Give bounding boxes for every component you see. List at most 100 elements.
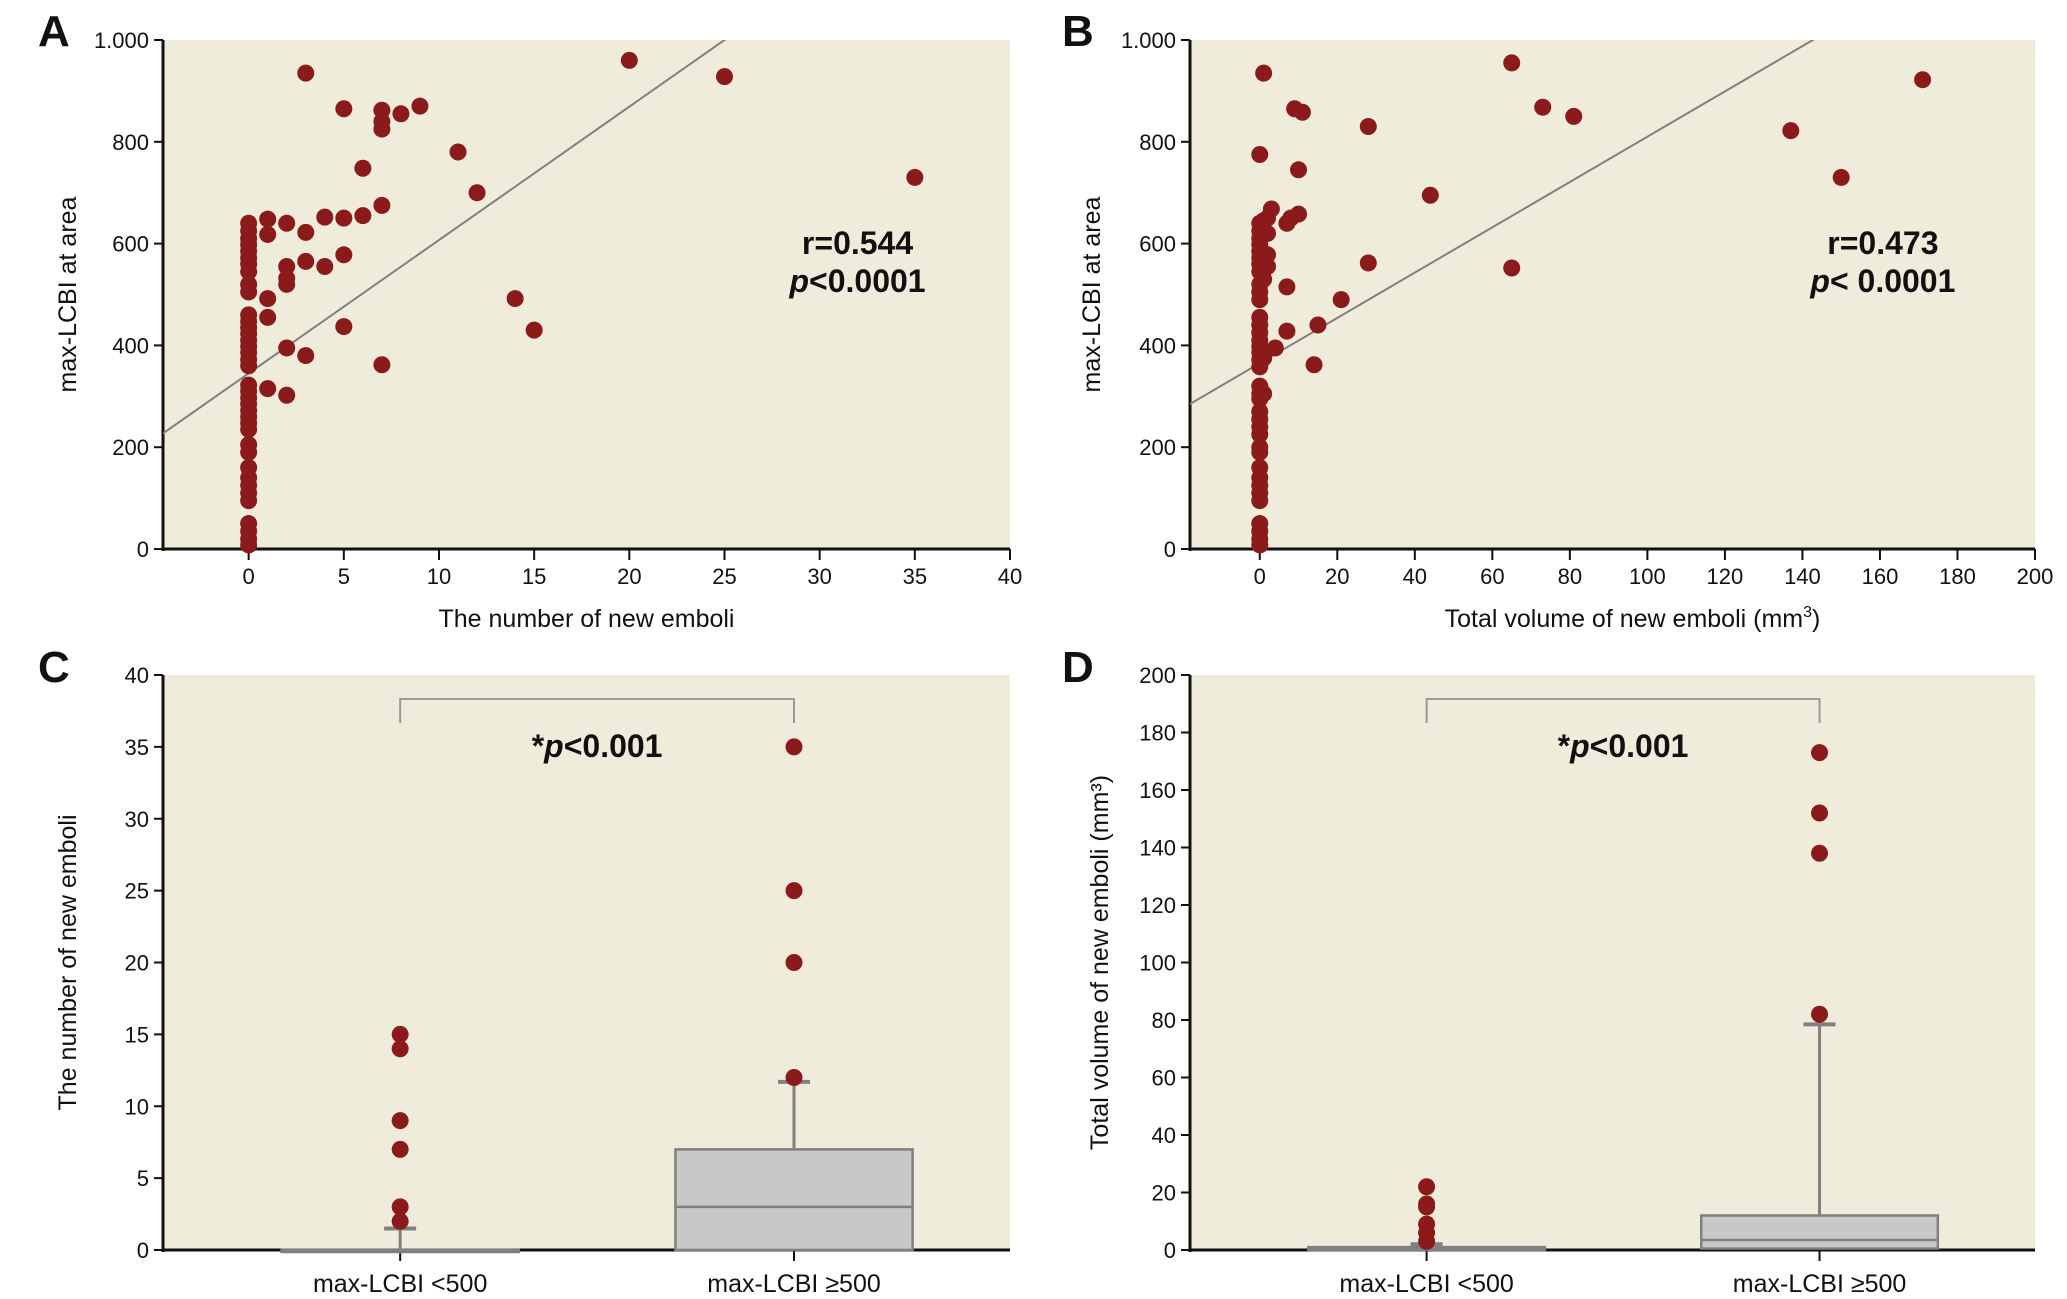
x-axis-title-sup: 3 <box>1803 604 1812 621</box>
category-label: max-LCBI ≥500 <box>1733 1270 1907 1298</box>
p-value: <0.001 <box>1590 728 1689 764</box>
y-tick-label: 0 <box>1164 537 1176 562</box>
data-point <box>1534 98 1552 116</box>
y-tick-label: 100 <box>1139 951 1176 976</box>
y-tick-label: 1.000 <box>94 28 149 53</box>
data-point <box>468 184 486 202</box>
significance-bracket <box>399 698 796 723</box>
r-annotation: r=0.544 <box>802 225 913 261</box>
plot-area <box>1190 675 2035 1250</box>
data-point <box>278 275 296 293</box>
x-tick-label: 15 <box>522 564 546 589</box>
outlier-point <box>1811 744 1829 762</box>
data-point <box>335 209 353 227</box>
box <box>674 1148 914 1252</box>
x-tick-label: 0 <box>243 564 255 589</box>
p-symbol: p <box>543 728 564 764</box>
data-point <box>1251 536 1269 554</box>
panel-c: C 0 5 10 15 20 25 30 35 40 The number of new embol… <box>38 643 1010 1298</box>
data-point <box>1503 54 1521 72</box>
data-point <box>1332 291 1350 309</box>
data-point <box>1305 356 1323 374</box>
y-tick-label: 15 <box>125 1022 149 1047</box>
data-point <box>373 120 391 138</box>
data-point <box>297 223 315 241</box>
outlier-point <box>391 1040 409 1058</box>
asterisk: * <box>532 728 545 764</box>
y-tick-label: 80 <box>1152 1008 1176 1033</box>
x-tick-label: 180 <box>1939 564 1976 589</box>
p-symbol: p <box>788 263 809 299</box>
data-point <box>1266 339 1284 357</box>
y-tick-label: 140 <box>1139 836 1176 861</box>
y-axis-title: The number of new emboli <box>54 815 82 1111</box>
y-tick-label: 600 <box>1139 232 1176 257</box>
data-point <box>1309 316 1327 334</box>
x-axis-title-end: ) <box>1812 605 1820 633</box>
panel-a: A 0 200 400 600 800 1.000 max-LCBI at area 0 5 10 1… <box>38 7 1022 633</box>
y-tick-label: 180 <box>1139 721 1176 746</box>
box <box>1699 1214 1940 1250</box>
data-point <box>335 246 353 264</box>
data-point <box>1278 322 1296 340</box>
data-point <box>373 196 391 214</box>
x-tick-label: 160 <box>1862 564 1899 589</box>
x-tick-label: 35 <box>903 564 927 589</box>
data-point <box>278 258 296 276</box>
data-point <box>1359 254 1377 272</box>
outlier-point <box>391 1140 409 1158</box>
y-tick-label: 120 <box>1139 893 1176 918</box>
data-point <box>259 308 277 326</box>
data-point <box>240 443 258 461</box>
p-symbol: p <box>1569 728 1590 764</box>
significance-bracket <box>1425 698 1821 723</box>
x-tick-label: 80 <box>1558 564 1582 589</box>
significance-annotation: *p<0.001 <box>1558 728 1689 764</box>
panel-letter: A <box>38 7 70 56</box>
y-axis-title: max-LCBI at area <box>54 196 82 392</box>
outlier-point <box>1418 1178 1436 1196</box>
panel-letter: D <box>1062 643 1094 692</box>
y-tick-label: 200 <box>1139 663 1176 688</box>
outlier-point <box>1811 844 1829 862</box>
x-axis-title-text: Total volume of new emboli (mm <box>1445 605 1803 633</box>
data-point <box>1259 246 1277 264</box>
y-tick-label: 20 <box>125 951 149 976</box>
data-point <box>1259 258 1277 276</box>
p-value: <0.001 <box>564 728 663 764</box>
data-point <box>240 283 258 301</box>
plot-area <box>163 40 1010 549</box>
data-point <box>1251 443 1269 461</box>
p-annotation: p<0.0001 <box>788 263 925 299</box>
data-point <box>316 258 334 276</box>
data-point <box>1293 103 1311 121</box>
data-point <box>620 51 638 69</box>
data-point <box>411 97 429 115</box>
data-point <box>297 64 315 82</box>
x-tick-label: 200 <box>2017 564 2054 589</box>
x-tick-label: 140 <box>1784 564 1821 589</box>
y-tick-label: 800 <box>1139 130 1176 155</box>
data-point <box>335 318 353 336</box>
y-tick-label: 0 <box>137 1238 149 1263</box>
x-tick-label: 20 <box>1325 564 1349 589</box>
p-value: <0.0001 <box>809 263 926 299</box>
y-tick-label: 40 <box>125 663 149 688</box>
outlier-point <box>785 738 803 756</box>
data-point <box>392 105 410 123</box>
x-axis-title: Total volume of new emboli (mm3) <box>1445 604 1821 633</box>
panel-d: D 0 20 40 60 80 100 120 140 160 180 200 Total volume… <box>1062 643 2035 1298</box>
data-point <box>278 339 296 357</box>
y-tick-label: 0 <box>137 537 149 562</box>
x-tick-label: 20 <box>617 564 641 589</box>
data-point <box>1290 205 1308 223</box>
x-tick-label: 60 <box>1480 564 1504 589</box>
data-point <box>1914 71 1932 89</box>
data-point <box>525 321 543 339</box>
data-point <box>259 210 277 228</box>
data-point <box>1251 492 1269 510</box>
data-point <box>1359 118 1377 136</box>
y-tick-label: 600 <box>112 232 149 257</box>
outlier-point <box>785 882 803 900</box>
